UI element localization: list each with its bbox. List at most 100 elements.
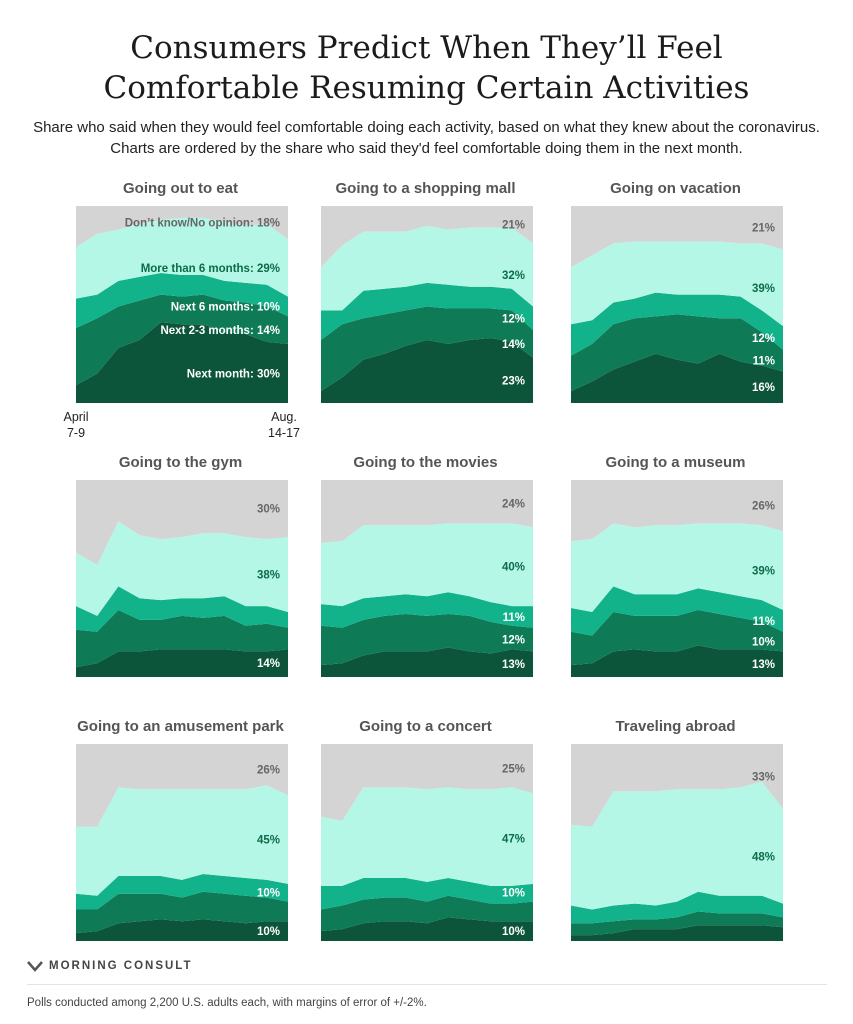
data-label-don-t-know-no-opinion: 25%: [502, 764, 525, 776]
data-label-next-month: 23%: [502, 375, 525, 387]
area-more-than-6-months: [321, 523, 533, 607]
chart-title: Consumers Predict When They’ll Feel Comf…: [0, 28, 853, 108]
chart-panel-going-out-to-eat: Going out to eat Next month: 30% Next 2-3 …: [73, 180, 288, 407]
area-don-t-know-no-opinion: [571, 744, 783, 827]
data-label-next-6-months: 10%: [502, 888, 525, 900]
chart-title-line-1: Consumers Predict When They’ll Feel: [130, 30, 723, 66]
area-next-2-3-months: [76, 891, 288, 934]
chart-panel-going-to-a-concert: Going to a concert 10% 10% 47% 25%: [318, 718, 533, 945]
area-next-month: [321, 647, 533, 677]
panel-title: Going to an amusement park: [77, 718, 284, 735]
data-label-don-t-know-no-opinion: 24%: [502, 499, 525, 511]
area-next-month: [571, 645, 783, 677]
area-next-2-3-months: [76, 294, 288, 386]
data-label-next-6-months: 12%: [502, 313, 525, 325]
area-don-t-know-no-opinion: [571, 206, 783, 268]
panel-title: Going on vacation: [610, 180, 741, 197]
x-axis-start-label: April 7-9: [63, 410, 89, 440]
data-label-more-than-6-months: 38%: [257, 570, 280, 582]
area-more-than-6-months: [321, 225, 533, 311]
area-next-6-months: [571, 586, 783, 636]
area-next-6-months: [321, 282, 533, 340]
stacked-area-plot: 13% 12% 11% 40% 24%: [321, 480, 533, 677]
area-more-than-6-months: [321, 787, 533, 886]
data-label-more-than-6-months: More than 6 months: 29%: [141, 263, 280, 275]
area-next-6-months: [571, 891, 783, 924]
footnote: Polls conducted among 2,200 U.S. adults …: [27, 997, 427, 1009]
data-label-next-month: 16%: [752, 382, 775, 394]
data-label-next-6-months: 11%: [753, 616, 775, 628]
data-label-more-than-6-months: 47%: [502, 834, 525, 846]
data-label-next-2-3-months: Next 2-3 months: 14%: [160, 325, 280, 337]
area-next-2-3-months: [76, 610, 288, 668]
area-don-t-know-no-opinion: [76, 206, 288, 248]
area-don-t-know-no-opinion: [571, 480, 783, 542]
x-axis-end-label: Aug. 14-17: [268, 410, 300, 440]
area-next-6-months: [76, 272, 288, 329]
stacked-area-plot: 16% 11% 12% 39% 21%: [571, 206, 783, 403]
area-next-6-months: [571, 292, 783, 356]
panel-title: Going to the gym: [118, 454, 243, 471]
chart-panel-going-to-a-museum: Going to a museum 13% 10% 11% 39% 26%: [568, 454, 783, 681]
area-don-t-know-no-opinion: [76, 744, 288, 827]
data-label-don-t-know-no-opinion: 21%: [502, 220, 525, 232]
area-next-month: [76, 322, 288, 403]
data-label-next-month: 13%: [752, 659, 775, 671]
area-next-2-3-months: [321, 306, 533, 392]
panel-title: Going to a museum: [605, 454, 746, 471]
data-label-don-t-know-no-opinion: 26%: [752, 501, 775, 513]
area-next-6-months: [76, 586, 288, 632]
area-next-month: [76, 919, 288, 941]
area-next-6-months: [76, 874, 288, 910]
stacked-area-plot: 23% 14% 12% 32% 21%: [321, 206, 533, 403]
morning-consult-logo: MORNING CONSULT: [27, 960, 193, 972]
area-next-6-months: [321, 877, 533, 910]
panel-title: Traveling abroad: [615, 718, 736, 735]
data-label-next-2-3-months: 14%: [502, 339, 525, 351]
panel-title: Going to a shopping mall: [335, 180, 516, 197]
area-next-2-3-months: [571, 314, 783, 392]
area-don-t-know-no-opinion: [76, 480, 288, 565]
data-label-next-6-months: 10%: [257, 888, 280, 900]
area-more-than-6-months: [571, 781, 783, 910]
area-next-2-3-months: [571, 610, 783, 666]
data-label-more-than-6-months: 40%: [502, 562, 525, 574]
stacked-area-plot: 14% 38% 30%: [76, 480, 288, 677]
stacked-area-plot: 48% 33%: [571, 744, 783, 941]
footer-divider: [27, 984, 827, 985]
chart-panel-traveling-abroad: Traveling abroad 48% 33%: [568, 718, 783, 945]
chart-panel-going-to-the-movies: Going to the movies 13% 12% 11% 40% 24%: [318, 454, 533, 681]
data-label-don-t-know-no-opinion: 26%: [257, 765, 280, 777]
chart-title-line-2: Comfortable Resuming Certain Activities: [103, 70, 750, 106]
area-more-than-6-months: [76, 217, 288, 299]
data-label-next-6-months: 11%: [503, 612, 525, 624]
area-next-month: [76, 649, 288, 677]
area-more-than-6-months: [76, 785, 288, 896]
chart-panel-going-to-the-gym: Going to the gym 14% 38% 30%: [73, 454, 288, 681]
data-label-next-month: 10%: [257, 926, 280, 938]
panel-title: Going to a concert: [359, 718, 492, 735]
area-next-2-3-months: [321, 895, 533, 932]
data-label-don-t-know-no-opinion: 21%: [752, 223, 775, 235]
data-label-more-than-6-months: 39%: [752, 283, 775, 295]
area-more-than-6-months: [571, 523, 783, 612]
data-label-don-t-know-no-opinion: Don’t know/No opinion: 18%: [125, 218, 280, 230]
panel-title: Going out to eat: [123, 180, 238, 197]
data-label-next-2-3-months: 10%: [752, 637, 775, 649]
data-label-next-month: 10%: [502, 926, 525, 938]
data-label-don-t-know-no-opinion: 33%: [752, 772, 775, 784]
area-next-2-3-months: [321, 613, 533, 666]
stacked-area-plot: Next month: 30% Next 2-3 months: 14% Next …: [76, 206, 288, 403]
area-next-month: [321, 917, 533, 941]
morning-consult-mark-icon: [27, 961, 43, 972]
chart-panel-going-to-a-shopping-mall: Going to a shopping mall 23% 14% 12% 32% 21%: [318, 180, 533, 407]
stacked-area-plot: 10% 10% 45% 26%: [76, 744, 288, 941]
data-label-more-than-6-months: 32%: [502, 270, 525, 282]
area-don-t-know-no-opinion: [321, 206, 533, 268]
data-label-next-2-3-months: 11%: [753, 356, 775, 368]
data-label-don-t-know-no-opinion: 30%: [257, 504, 280, 516]
data-label-next-6-months: 12%: [752, 333, 775, 345]
data-label-more-than-6-months: 48%: [752, 851, 775, 863]
chart-panel-going-to-an-amusement-park: Going to an amusement park 10% 10% 45% 26%: [73, 718, 288, 945]
data-label-next-month: Next month: 30%: [187, 368, 280, 380]
